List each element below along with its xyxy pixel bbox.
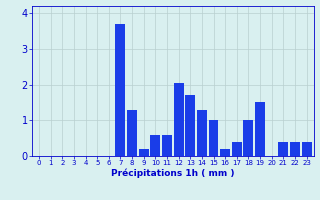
Bar <box>162 135 172 156</box>
Bar <box>197 110 207 156</box>
Bar <box>185 95 195 156</box>
Bar <box>302 142 312 156</box>
Bar <box>209 120 219 156</box>
Bar <box>139 149 149 156</box>
Bar <box>127 110 137 156</box>
Bar <box>174 83 184 156</box>
Bar <box>255 102 265 156</box>
Bar <box>244 120 253 156</box>
Bar <box>150 135 160 156</box>
Bar <box>220 149 230 156</box>
Bar <box>116 24 125 156</box>
Bar <box>278 142 288 156</box>
Bar <box>290 142 300 156</box>
X-axis label: Précipitations 1h ( mm ): Précipitations 1h ( mm ) <box>111 169 235 178</box>
Bar <box>232 142 242 156</box>
